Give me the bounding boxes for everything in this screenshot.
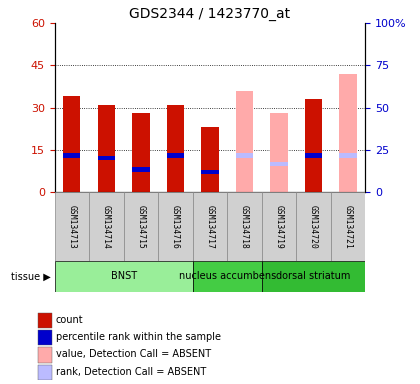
Bar (38, 330, 52, 345)
Text: GSM134718: GSM134718 (240, 205, 249, 248)
Bar (98, 156, 115, 161)
Bar (270, 113, 288, 192)
Bar (132, 167, 150, 172)
Text: GSM134721: GSM134721 (344, 205, 353, 248)
Bar (158, 192, 193, 261)
Bar (38, 347, 52, 362)
Bar (270, 162, 288, 166)
Text: percentile rank within the sample: percentile rank within the sample (55, 332, 220, 342)
Bar (339, 74, 357, 192)
Bar (331, 192, 365, 261)
Text: rank, Detection Call = ABSENT: rank, Detection Call = ABSENT (55, 366, 206, 377)
Bar (305, 99, 322, 192)
Bar (339, 153, 357, 157)
Bar (63, 153, 81, 157)
Text: dorsal striatum: dorsal striatum (276, 271, 351, 281)
Bar (193, 261, 262, 292)
Text: GSM134720: GSM134720 (309, 205, 318, 248)
Text: GSM134716: GSM134716 (171, 205, 180, 248)
Bar (227, 192, 262, 261)
Bar (63, 96, 81, 192)
Bar (201, 127, 219, 192)
Bar (55, 192, 89, 261)
Text: tissue ▶: tissue ▶ (10, 271, 50, 281)
Bar (167, 153, 184, 157)
Text: GSM134713: GSM134713 (67, 205, 76, 248)
Bar (132, 113, 150, 192)
Bar (55, 261, 193, 292)
Bar (89, 192, 123, 261)
Bar (38, 365, 52, 380)
Bar (167, 105, 184, 192)
Text: GSM134717: GSM134717 (205, 205, 215, 248)
Title: GDS2344 / 1423770_at: GDS2344 / 1423770_at (129, 7, 291, 21)
Text: nucleus accumbens: nucleus accumbens (178, 271, 276, 281)
Text: count: count (55, 314, 83, 325)
Bar (123, 192, 158, 261)
Bar (236, 153, 253, 157)
Text: BNST: BNST (110, 271, 137, 281)
Text: value, Detection Call = ABSENT: value, Detection Call = ABSENT (55, 349, 211, 359)
Text: GSM134715: GSM134715 (136, 205, 145, 248)
Bar (262, 261, 365, 292)
Bar (236, 91, 253, 192)
Text: GSM134714: GSM134714 (102, 205, 111, 248)
Bar (38, 313, 52, 328)
Bar (98, 105, 115, 192)
Text: GSM134719: GSM134719 (275, 205, 284, 248)
Bar (305, 153, 322, 157)
Bar (297, 192, 331, 261)
Bar (201, 170, 219, 174)
Bar (193, 192, 227, 261)
Bar (262, 192, 297, 261)
